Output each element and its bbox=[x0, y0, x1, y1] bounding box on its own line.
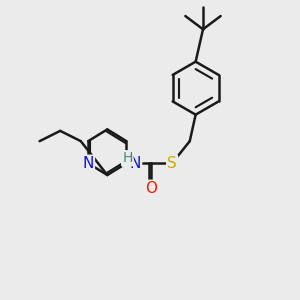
Text: N: N bbox=[82, 156, 94, 171]
Text: N: N bbox=[130, 156, 141, 171]
Text: N: N bbox=[130, 156, 141, 171]
Text: S: S bbox=[167, 156, 177, 171]
Text: H: H bbox=[123, 152, 133, 166]
Text: O: O bbox=[146, 181, 158, 196]
Text: H: H bbox=[122, 151, 133, 165]
